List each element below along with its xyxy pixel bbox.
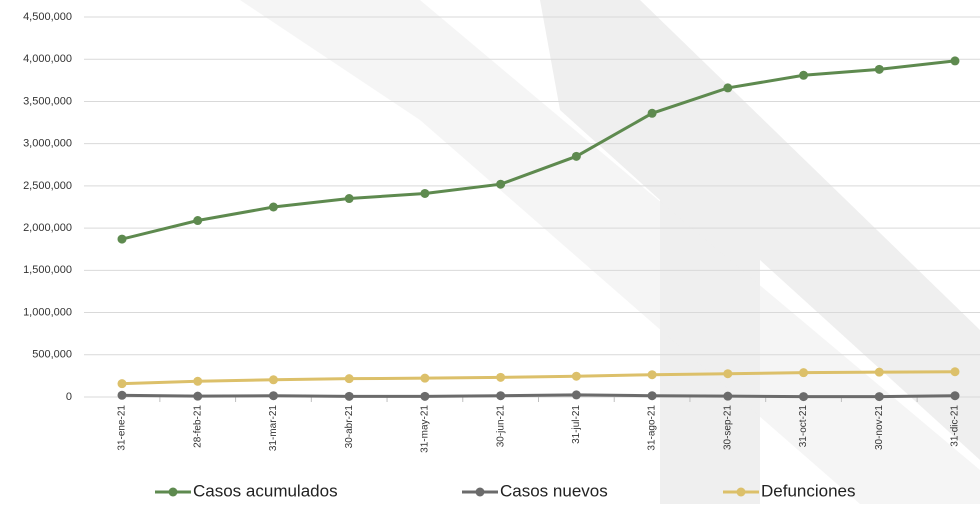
y-tick-label: 2,500,000 [23,180,72,192]
data-point [723,83,732,92]
data-point [269,203,278,212]
series-line [122,395,955,397]
data-point [269,375,278,384]
data-point [875,65,884,74]
y-tick-label: 1,000,000 [23,306,72,318]
x-tick-label: 31-may-21 [420,405,431,453]
data-point [118,391,127,400]
data-point [193,377,202,386]
x-tick-label: 30-jun-21 [495,405,506,448]
data-point [496,180,505,189]
data-point [951,391,960,400]
data-point [269,391,278,400]
legend-marker [737,488,746,497]
data-point [345,374,354,383]
data-point [723,369,732,378]
y-tick-label: 1,500,000 [23,264,72,276]
data-point [648,391,657,400]
data-point [648,370,657,379]
y-tick-label: 3,000,000 [23,138,72,150]
data-point [420,189,429,198]
data-point [496,373,505,382]
data-point [799,392,808,401]
legend-marker [169,488,178,497]
data-point [875,368,884,377]
data-point [572,372,581,381]
data-point [118,379,127,388]
x-tick-label: 30-nov-21 [874,405,885,450]
legend-label: Defunciones [761,481,856,500]
legend-label: Casos nuevos [500,481,608,500]
x-tick-label: 31-mar-21 [268,405,279,452]
y-tick-label: 4,000,000 [23,53,72,65]
data-point [193,216,202,225]
data-point [420,392,429,401]
x-tick-label: 31-dic-21 [950,405,961,447]
data-point [496,391,505,400]
data-point [875,392,884,401]
data-point [572,152,581,161]
data-point [799,71,808,80]
data-point [799,368,808,377]
y-tick-label: 3,500,000 [23,95,72,107]
x-tick-label: 31-ago-21 [647,405,658,451]
data-point [648,109,657,118]
y-tick-label: 2,000,000 [23,222,72,234]
y-tick-label: 4,500,000 [23,11,72,23]
x-tick-label: 31-jul-21 [571,405,582,444]
data-point [193,392,202,401]
data-point [723,392,732,401]
chart: 0 500,000 1,000,000 1,500,000 2,000,000 2,500… [0,0,980,504]
legend-marker [476,488,485,497]
data-point [420,374,429,383]
x-tick-label: 28-feb-21 [192,405,203,448]
x-tick-label: 30-sep-21 [722,405,733,450]
x-tick-label: 31-oct-21 [798,405,809,448]
y-tick-label: 0 [66,391,72,403]
y-tick-label: 500,000 [32,349,72,361]
data-point [951,367,960,376]
data-point [572,390,581,399]
data-point [118,235,127,244]
data-point [345,392,354,401]
x-tick-label: 31-ene-21 [117,405,128,451]
legend-label: Casos acumulados [193,481,338,500]
data-point [951,56,960,65]
page: {"chart_data": {"type": "line", "categor… [0,0,980,509]
data-point [345,194,354,203]
x-tick-label: 30-abr-21 [344,405,355,449]
